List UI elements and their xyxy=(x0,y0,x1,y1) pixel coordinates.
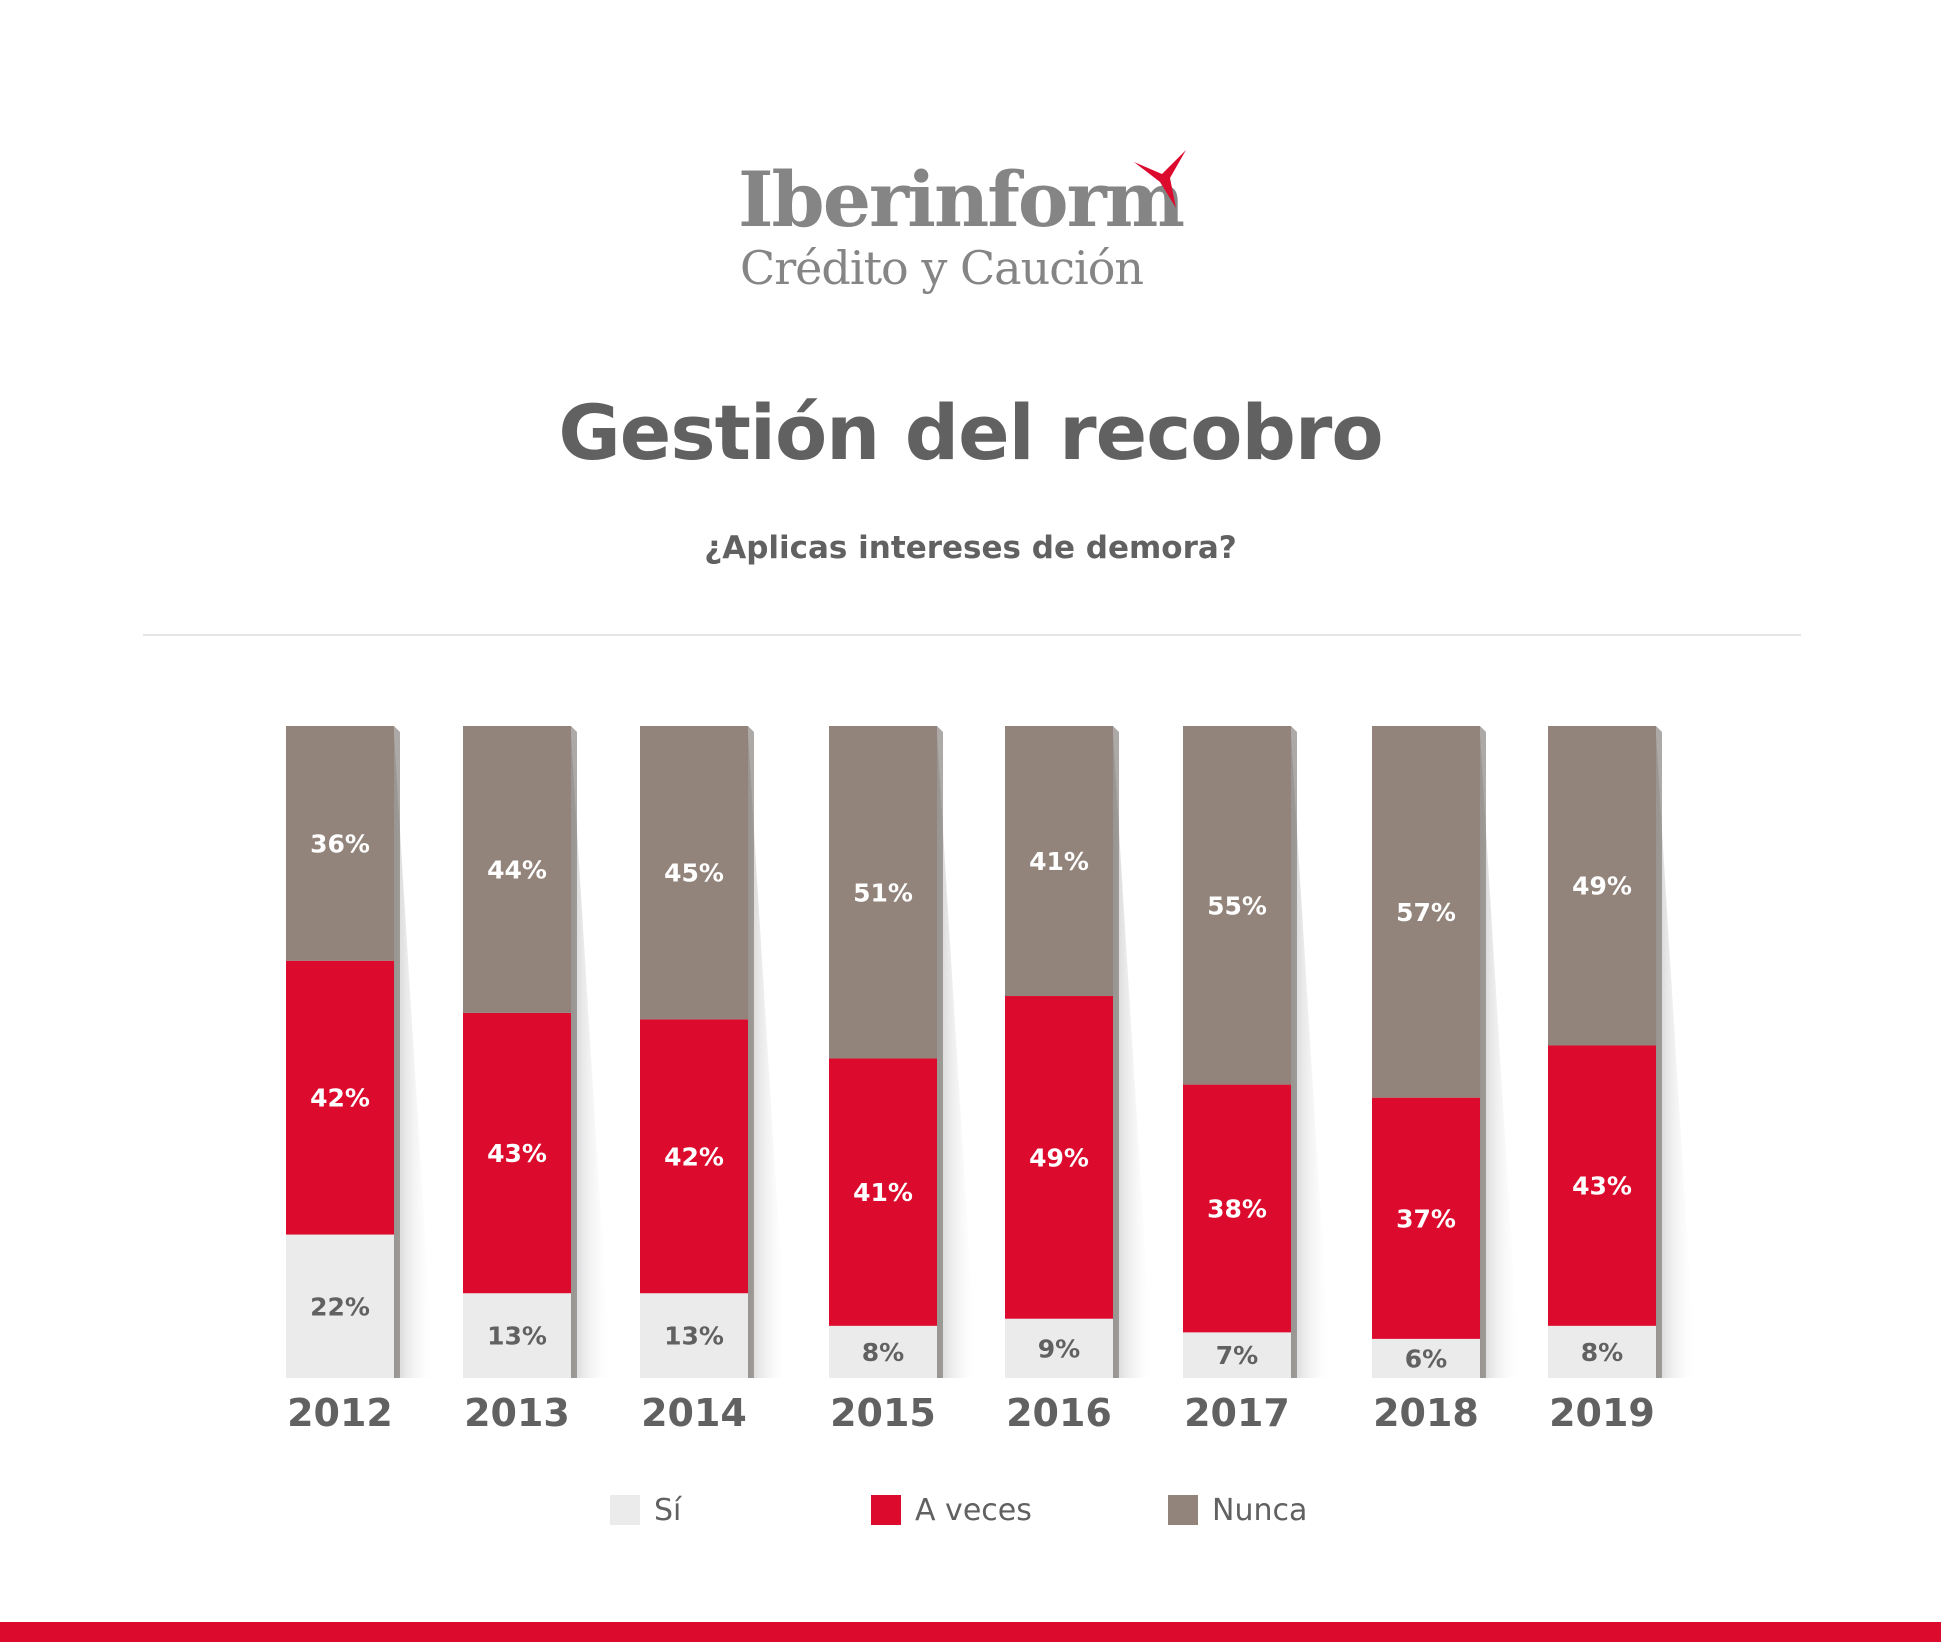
bar-shadow xyxy=(394,734,434,1378)
legend-item-si: Sí xyxy=(610,1493,730,1529)
bar-segment-a-veces-2014 xyxy=(640,1019,748,1294)
bar-shadow xyxy=(748,734,788,1378)
data-label-si-2016: 9% xyxy=(1038,1334,1080,1363)
bar-segment-a-veces-2017 xyxy=(1183,1084,1291,1333)
bar-segment-si-2014 xyxy=(640,1293,748,1378)
data-label-a-veces-2014: 42% xyxy=(664,1142,724,1171)
bar-segment-si-2012 xyxy=(286,1234,394,1378)
data-label-si-2014: 13% xyxy=(664,1322,724,1351)
bar-edge xyxy=(1291,726,1297,1378)
legend-swatch-a-veces xyxy=(871,1495,901,1525)
stacked-bar-chart: 22% 42% 36% 2012 13% 43% 44% 2013 13% 42% 45% 2014 8… xyxy=(286,726,1696,1435)
bars-layer: 22% 42% 36% 2012 13% 43% 44% 2013 13% 42% 45% 2014 8… xyxy=(286,726,1696,1435)
x-tick-label-2012: 2012 xyxy=(287,1391,393,1435)
data-label-nunca-2015: 51% xyxy=(853,878,913,907)
data-label-nunca-2014: 45% xyxy=(664,859,724,888)
x-tick-label-2013: 2013 xyxy=(464,1391,570,1435)
bar-segment-si-2015 xyxy=(829,1325,937,1378)
bar-segment-nunca-2012 xyxy=(286,726,394,961)
data-label-nunca-2016: 41% xyxy=(1029,847,1089,876)
data-label-si-2018: 6% xyxy=(1405,1344,1447,1373)
bar-segment-a-veces-2018 xyxy=(1372,1097,1480,1339)
data-label-si-2019: 8% xyxy=(1581,1338,1623,1367)
data-label-a-veces-2012: 42% xyxy=(310,1084,370,1113)
x-tick-label-2014: 2014 xyxy=(641,1391,747,1435)
x-tick-label-2018: 2018 xyxy=(1373,1391,1479,1435)
legend-label-nunca: Nunca xyxy=(1212,1493,1308,1528)
bottom-accent-band xyxy=(0,1622,1941,1642)
bar-shadow xyxy=(571,734,611,1378)
bar-edge xyxy=(937,726,943,1378)
bar-edge xyxy=(394,726,400,1378)
bar-edge xyxy=(1480,726,1486,1378)
x-tick-label-2019: 2019 xyxy=(1549,1391,1655,1435)
legend-label-si: Sí xyxy=(654,1493,682,1528)
bar-segment-si-2018 xyxy=(1372,1338,1480,1378)
legend-item-a-veces: A veces xyxy=(871,1493,1061,1529)
bar-edge xyxy=(748,726,754,1378)
data-label-si-2013: 13% xyxy=(487,1322,547,1351)
data-label-a-veces-2019: 43% xyxy=(1572,1172,1632,1201)
bar-segment-nunca-2015 xyxy=(829,726,937,1059)
x-tick-label-2015: 2015 xyxy=(830,1391,936,1435)
data-label-a-veces-2017: 38% xyxy=(1207,1194,1267,1223)
data-label-a-veces-2016: 49% xyxy=(1029,1143,1089,1172)
data-label-si-2012: 22% xyxy=(310,1292,370,1321)
bar-segment-nunca-2018 xyxy=(1372,726,1480,1098)
data-label-nunca-2017: 55% xyxy=(1207,891,1267,920)
bar-segment-nunca-2014 xyxy=(640,726,748,1020)
bar-segment-si-2013 xyxy=(463,1293,571,1378)
data-label-si-2017: 7% xyxy=(1216,1341,1258,1370)
bar-segment-si-2016 xyxy=(1005,1318,1113,1378)
bar-segment-nunca-2016 xyxy=(1005,726,1113,997)
bar-segment-a-veces-2016 xyxy=(1005,996,1113,1319)
data-label-nunca-2019: 49% xyxy=(1572,872,1632,901)
bar-segment-si-2017 xyxy=(1183,1332,1291,1378)
legend-swatch-nunca xyxy=(1168,1495,1198,1525)
logo-sub-text: Crédito y Caución xyxy=(740,241,1144,295)
bar-shadow xyxy=(937,734,977,1378)
legend-swatch-si xyxy=(610,1495,640,1525)
chart-title: Gestión del recobro xyxy=(558,388,1383,477)
data-label-a-veces-2013: 43% xyxy=(487,1139,547,1168)
bar-edge xyxy=(571,726,577,1378)
brand-logo: Iberinform Crédito y Caución xyxy=(738,140,1218,300)
bar-edge xyxy=(1113,726,1119,1378)
x-tick-label-2017: 2017 xyxy=(1184,1391,1290,1435)
data-label-si-2015: 8% xyxy=(862,1338,904,1367)
bar-shadow xyxy=(1656,734,1696,1378)
bar-segment-a-veces-2012 xyxy=(286,960,394,1235)
data-label-nunca-2018: 57% xyxy=(1396,898,1456,927)
bar-edge xyxy=(1656,726,1662,1378)
bar-segment-nunca-2013 xyxy=(463,726,571,1013)
bar-segment-si-2019 xyxy=(1548,1325,1656,1378)
logo-mark-icon xyxy=(1134,150,1186,208)
bar-segment-nunca-2019 xyxy=(1548,726,1656,1046)
bar-segment-a-veces-2013 xyxy=(463,1012,571,1294)
x-tick-label-2016: 2016 xyxy=(1006,1391,1112,1435)
logo-brand-text: Iberinform xyxy=(738,155,1185,244)
data-label-a-veces-2015: 41% xyxy=(853,1178,913,1207)
bar-segment-a-veces-2019 xyxy=(1548,1045,1656,1326)
divider xyxy=(143,634,1801,636)
legend-item-nunca: Nunca xyxy=(1168,1493,1338,1529)
bar-shadow xyxy=(1480,734,1520,1378)
data-label-nunca-2012: 36% xyxy=(310,829,370,858)
bar-segment-a-veces-2015 xyxy=(829,1058,937,1326)
chart-subtitle: ¿Aplicas intereses de demora? xyxy=(704,530,1237,566)
bar-shadow xyxy=(1113,734,1153,1378)
data-label-nunca-2013: 44% xyxy=(487,855,547,884)
bar-shadow xyxy=(1291,734,1331,1378)
legend-label-a-veces: A veces xyxy=(915,1493,1032,1528)
bar-segment-nunca-2017 xyxy=(1183,726,1291,1085)
data-label-a-veces-2018: 37% xyxy=(1396,1204,1456,1233)
